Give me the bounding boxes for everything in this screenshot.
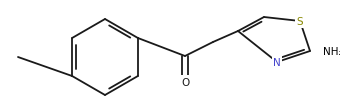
Text: N: N	[273, 57, 281, 67]
Text: NH₂: NH₂	[323, 47, 340, 56]
Text: O: O	[181, 77, 189, 87]
Text: S: S	[297, 17, 303, 27]
